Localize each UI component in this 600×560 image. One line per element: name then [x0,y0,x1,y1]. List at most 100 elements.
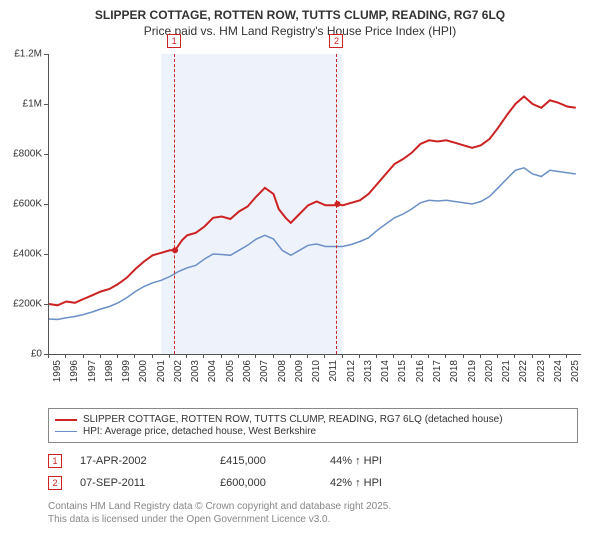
x-axis-label: 2015 [397,360,408,382]
y-tick [44,304,48,305]
x-tick [428,354,429,358]
x-tick [514,354,515,358]
x-axis-label: 2017 [432,360,443,382]
x-axis-label: 2004 [207,360,218,382]
x-tick [324,354,325,358]
transaction-date: 07-SEP-2011 [80,477,220,489]
sale-marker-box: 2 [329,34,343,48]
x-tick [48,354,49,358]
x-tick [134,354,135,358]
x-tick [203,354,204,358]
x-axis-label: 2025 [570,360,581,382]
x-axis-label: 2024 [553,360,564,382]
y-axis-label: £400K [13,249,42,260]
x-tick [186,354,187,358]
x-tick [480,354,481,358]
x-tick [359,354,360,358]
x-axis-label: 2019 [467,360,478,382]
legend-swatch-hpi [55,431,77,432]
y-tick [44,154,48,155]
legend-label-hpi: HPI: Average price, detached house, West… [83,426,316,437]
x-axis-label: 2008 [277,360,288,382]
x-axis-label: 2000 [138,360,149,382]
sale-marker-line [336,54,337,354]
x-tick [169,354,170,358]
x-axis-label: 2011 [328,360,339,382]
legend: SLIPPER COTTAGE, ROTTEN ROW, TUTTS CLUMP… [48,408,578,443]
transaction-date: 17-APR-2002 [80,455,220,467]
x-axis-label: 1996 [69,360,80,382]
sale-marker-line [174,54,175,354]
x-tick [238,354,239,358]
chart-container: 12£0£200K£400K£600K£800K£1M£1.2M19951996… [48,54,580,384]
x-tick [100,354,101,358]
x-axis-label: 1998 [104,360,115,382]
x-axis-label: 2018 [449,360,460,382]
y-axis-label: £600K [13,199,42,210]
x-axis-label: 2002 [173,360,184,382]
x-axis-label: 2003 [190,360,201,382]
x-tick [393,354,394,358]
y-axis-label: £1.2M [14,49,42,60]
legend-swatch-property [55,419,77,421]
x-tick [376,354,377,358]
x-tick [65,354,66,358]
sale-marker-box: 1 [167,34,181,48]
legend-row-property: SLIPPER COTTAGE, ROTTEN ROW, TUTTS CLUMP… [55,414,571,425]
x-axis-label: 2001 [156,360,167,382]
x-tick [549,354,550,358]
transaction-hpi: 42% ↑ HPI [330,477,430,489]
x-tick [463,354,464,358]
y-axis-label: £0 [31,349,42,360]
x-tick [342,354,343,358]
x-axis-label: 1995 [52,360,63,382]
x-axis-label: 2005 [225,360,236,382]
x-tick [445,354,446,358]
x-tick [411,354,412,358]
transaction-marker: 1 [48,454,62,468]
x-axis-label: 2023 [536,360,547,382]
transaction-hpi: 44% ↑ HPI [330,455,430,467]
x-tick [290,354,291,358]
x-tick [152,354,153,358]
y-axis-label: £200K [13,299,42,310]
y-axis-label: £800K [13,149,42,160]
chart-svg [49,54,581,354]
x-tick [83,354,84,358]
x-axis-label: 2009 [294,360,305,382]
x-axis-label: 2010 [311,360,322,382]
x-tick [497,354,498,358]
x-axis-label: 2013 [363,360,374,382]
x-tick [255,354,256,358]
y-tick [44,204,48,205]
transactions-table: 1 17-APR-2002 £415,000 44% ↑ HPI 2 07-SE… [48,450,430,494]
x-axis-label: 2007 [259,360,270,382]
x-axis-label: 2012 [346,360,357,382]
x-tick [307,354,308,358]
transaction-price: £600,000 [220,477,330,489]
x-axis-label: 2021 [501,360,512,382]
x-axis-label: 2022 [518,360,529,382]
transaction-marker: 2 [48,476,62,490]
y-axis-label: £1M [23,99,42,110]
transaction-price: £415,000 [220,455,330,467]
legend-row-hpi: HPI: Average price, detached house, West… [55,426,571,437]
footer-line1: Contains HM Land Registry data © Crown c… [48,500,391,513]
x-tick [532,354,533,358]
y-tick [44,104,48,105]
x-axis-label: 2014 [380,360,391,382]
table-row: 2 07-SEP-2011 £600,000 42% ↑ HPI [48,472,430,494]
chart-title-line1: SLIPPER COTTAGE, ROTTEN ROW, TUTTS CLUMP… [0,0,600,24]
x-axis-label: 1999 [121,360,132,382]
footer: Contains HM Land Registry data © Crown c… [48,500,391,526]
chart-title-line2: Price paid vs. HM Land Registry's House … [0,24,600,42]
x-axis-label: 1997 [87,360,98,382]
x-axis-label: 2020 [484,360,495,382]
y-tick [44,254,48,255]
x-tick [117,354,118,358]
x-tick [566,354,567,358]
x-axis-label: 2006 [242,360,253,382]
legend-label-property: SLIPPER COTTAGE, ROTTEN ROW, TUTTS CLUMP… [83,414,503,425]
x-axis-label: 2016 [415,360,426,382]
x-tick [273,354,274,358]
